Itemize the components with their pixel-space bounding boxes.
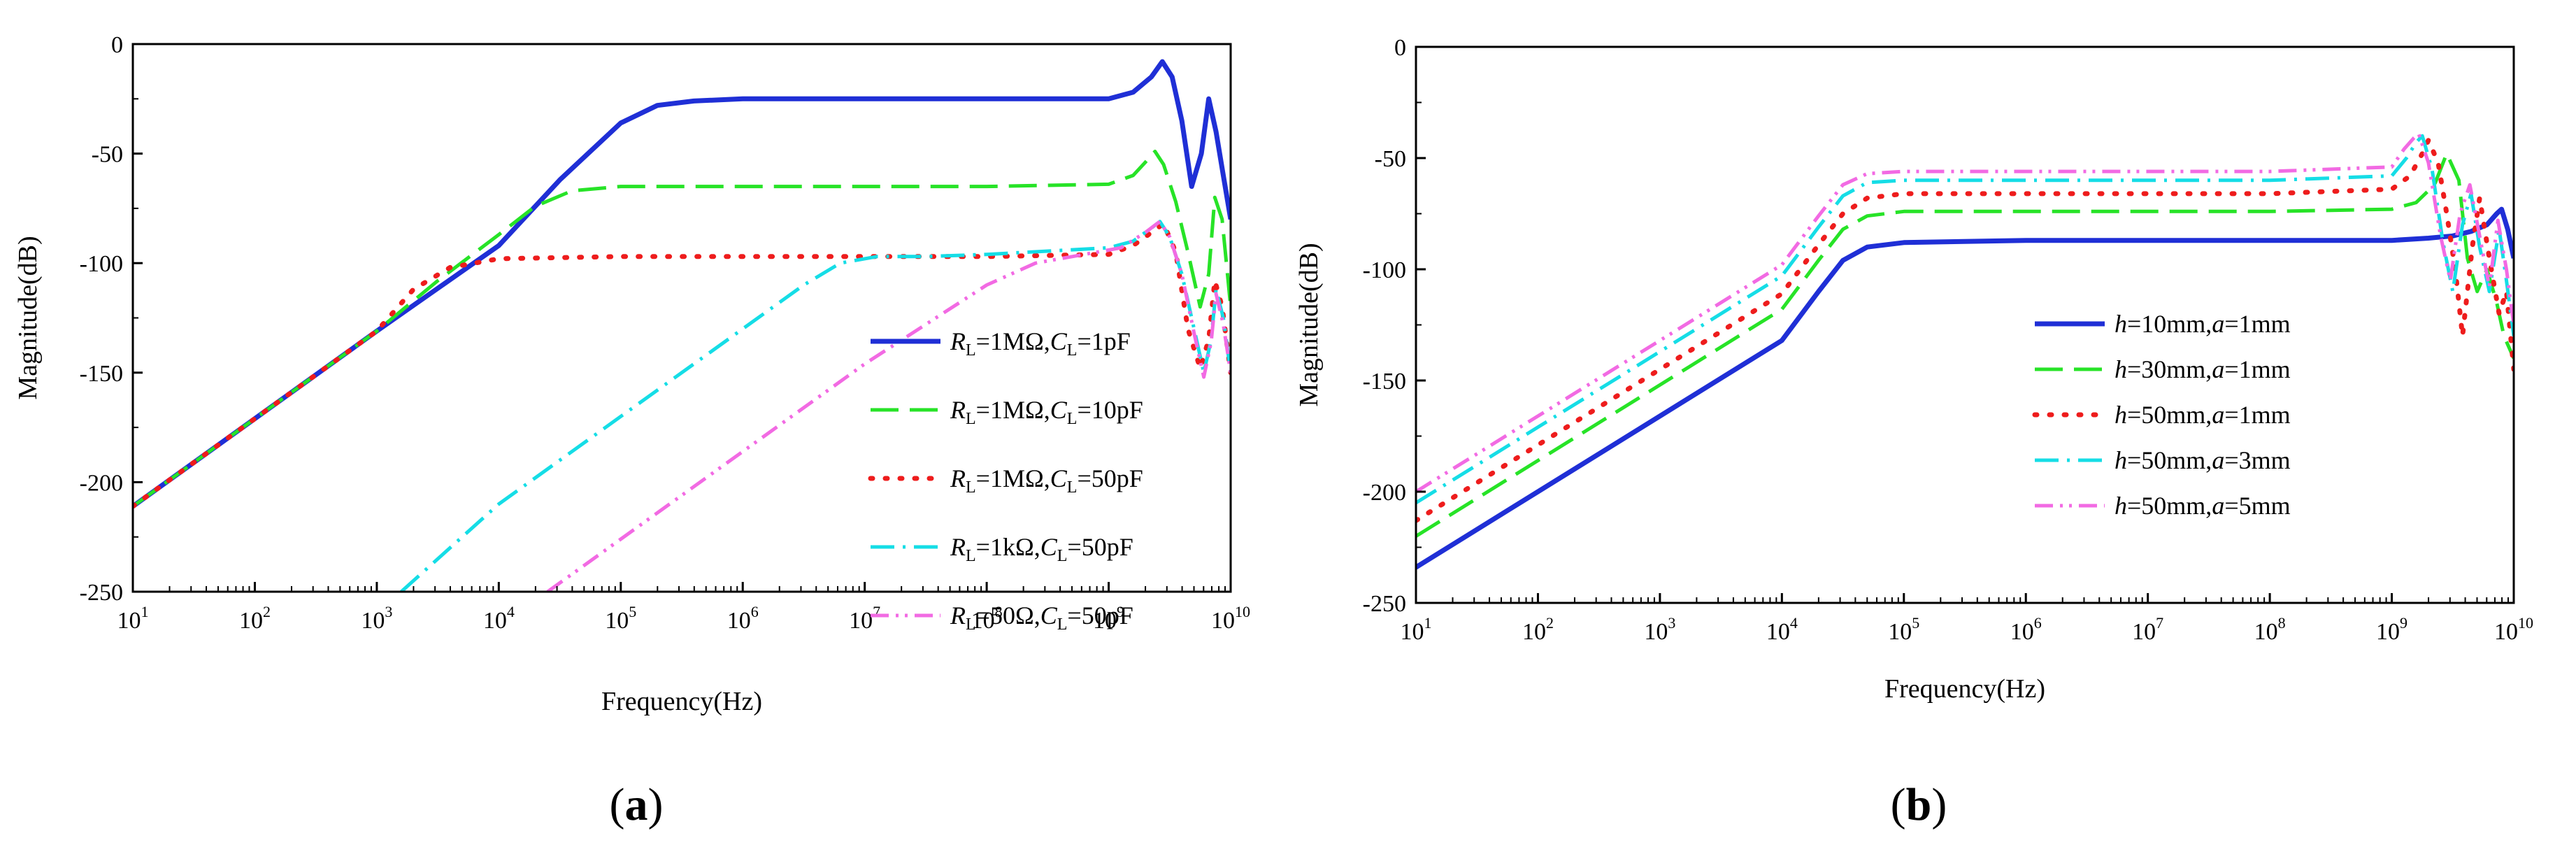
series-group xyxy=(1416,131,2514,570)
x-tick-label: 104 xyxy=(1766,614,1798,645)
legend-label-3: h=50mm,a=1mm xyxy=(2115,401,2291,429)
legend-label-3: RL=1MΩ,CL=50pF xyxy=(950,464,1143,497)
x-tick-label: 108 xyxy=(2254,614,2286,645)
series-line-5 xyxy=(1416,131,2514,494)
series-line-2 xyxy=(133,150,1231,508)
series-line-1 xyxy=(133,59,1231,508)
x-tick-label: 107 xyxy=(2132,614,2163,645)
legend-label-5: RL=50Ω,CL=50pF xyxy=(950,602,1133,634)
x-tick-label: 102 xyxy=(239,603,271,634)
x-tick-label: 101 xyxy=(1401,614,1432,645)
y-tick-label: -200 xyxy=(1363,480,1406,506)
legend-label-2: RL=1MΩ,CL=10pF xyxy=(950,396,1143,428)
x-tick-label: 1010 xyxy=(1211,603,1250,634)
legend-label-2: h=30mm,a=1mm xyxy=(2115,355,2291,383)
legend: RL=1MΩ,CL=1pF RL=1MΩ,CL=10pF RL=1MΩ,CL=50p… xyxy=(868,327,1143,634)
y-tick-label: -50 xyxy=(1375,146,1406,172)
x-axis-label: Frequency(Hz) xyxy=(601,687,762,716)
series-group xyxy=(133,59,1231,592)
y-tick-label: -250 xyxy=(80,580,123,606)
x-tick-label: 107 xyxy=(849,603,880,634)
x-axis: 101 102 103 104 105 106 107 108 109 1010 xyxy=(117,582,1250,634)
plot-frame xyxy=(1415,45,2515,604)
x-tick-label: 1010 xyxy=(2494,614,2533,645)
series-line-4 xyxy=(1416,134,2514,505)
y-axis-label: Magnitude(dB) xyxy=(1294,243,1324,406)
x-axis: 101 102 103 104 105 106 107 108 109 1010 xyxy=(1401,593,2533,645)
x-tick-label: 103 xyxy=(361,603,392,634)
x-tick-label: 104 xyxy=(483,603,515,634)
y-axis: 0 -50 -100 -150 -200 -250 xyxy=(80,32,143,606)
series-line-2 xyxy=(1416,152,2514,538)
y-axis: 0 -50 -100 -150 -200 -250 xyxy=(1363,35,1426,617)
y-tick-label: -250 xyxy=(1363,591,1406,617)
legend-label-4: RL=1kΩ,CL=50pF xyxy=(950,533,1133,565)
x-tick-label: 106 xyxy=(727,603,759,634)
series-line-3 xyxy=(133,221,1231,509)
x-tick-label: 105 xyxy=(1888,614,1919,645)
y-tick-label: 0 xyxy=(111,32,123,58)
series-line-5 xyxy=(546,220,1231,592)
legend-label-5: h=50mm,a=5mm xyxy=(2115,492,2291,520)
x-axis-label: Frequency(Hz) xyxy=(1884,674,2045,704)
legend-label-4: h=50mm,a=3mm xyxy=(2115,446,2291,474)
y-tick-label: 0 xyxy=(1394,35,1406,61)
panel-label-a: (a) xyxy=(610,779,664,830)
y-tick-label: -150 xyxy=(1363,369,1406,394)
y-tick-label: -200 xyxy=(80,470,123,496)
plot-frame xyxy=(131,43,1232,593)
x-tick-label: 106 xyxy=(2010,614,2042,645)
x-tick-label: 109 xyxy=(1093,603,1124,634)
x-tick-label: 108 xyxy=(971,603,1003,634)
y-axis-label: Magnitude(dB) xyxy=(13,236,43,399)
y-tick-label: -100 xyxy=(80,251,123,277)
series-line-3 xyxy=(1416,138,2514,523)
series-line-4 xyxy=(400,220,1231,592)
legend-label-1: RL=1MΩ,CL=1pF xyxy=(950,327,1131,360)
legend-label-1: h=10mm,a=1mm xyxy=(2115,310,2291,338)
x-tick-label: 109 xyxy=(2376,614,2407,645)
panel-label-b: (b) xyxy=(1891,779,1947,830)
x-tick-label: 102 xyxy=(1522,614,1554,645)
series-line-1 xyxy=(1416,206,2514,570)
y-tick-label: -50 xyxy=(92,142,123,168)
y-tick-label: -100 xyxy=(1363,257,1406,283)
x-tick-label: 103 xyxy=(1644,614,1675,645)
y-tick-label: -150 xyxy=(80,361,123,387)
x-tick-label: 101 xyxy=(117,603,149,634)
legend: h=10mm,a=1mm h=30mm,a=1mm h=50mm,a=1mm h=50… xyxy=(2032,310,2291,520)
x-tick-label: 105 xyxy=(605,603,636,634)
